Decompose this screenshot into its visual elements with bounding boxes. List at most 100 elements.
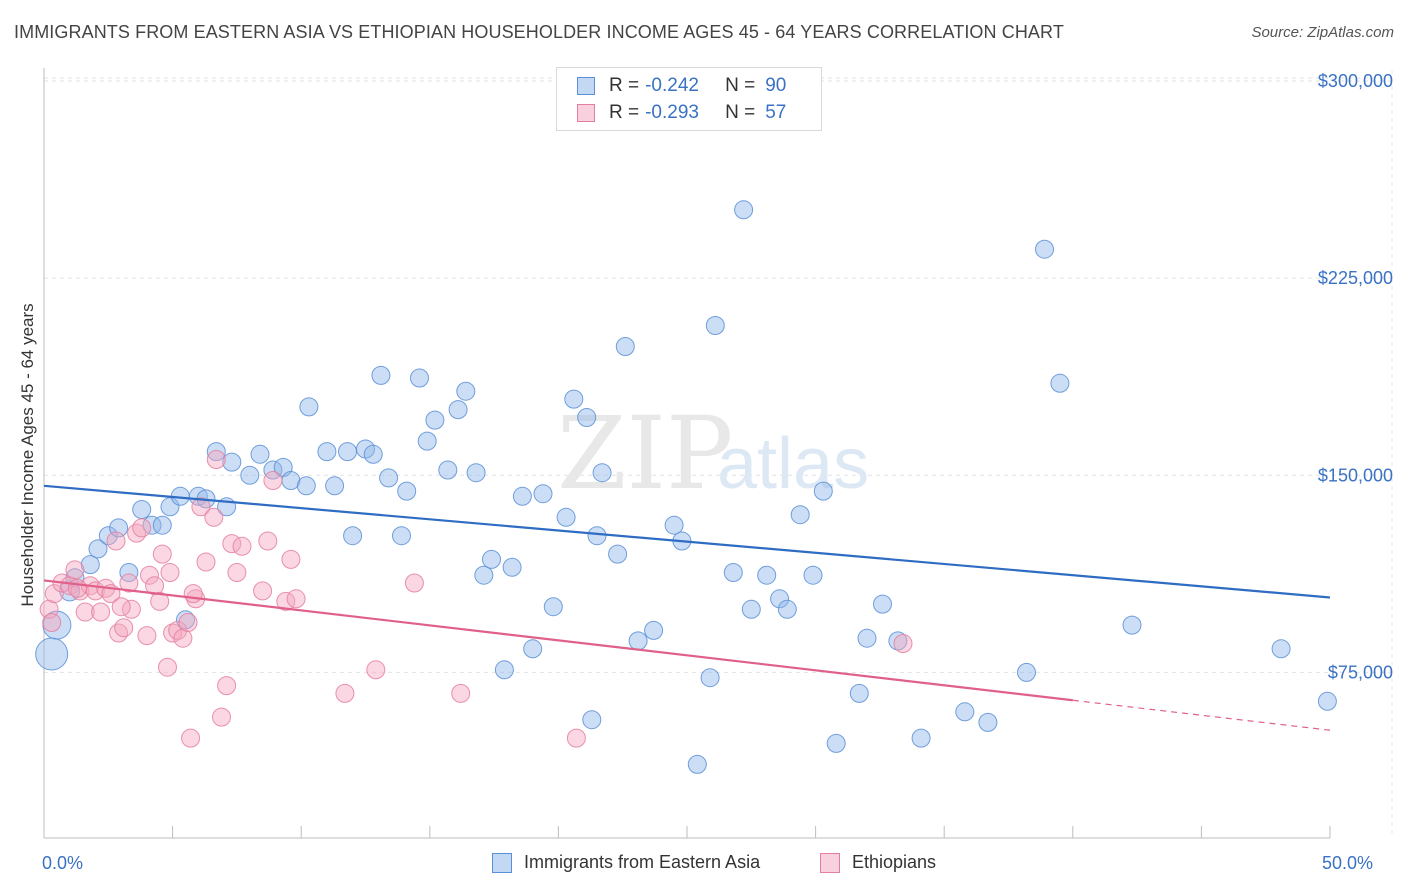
data-point xyxy=(132,518,152,538)
data-point xyxy=(466,463,486,483)
data-point xyxy=(296,476,316,496)
legend-label: Ethiopians xyxy=(852,852,937,872)
data-point xyxy=(664,515,684,535)
data-point xyxy=(978,712,998,732)
stats-swatch-blue xyxy=(577,77,595,95)
data-point xyxy=(556,507,576,527)
data-point xyxy=(173,628,193,648)
data-point xyxy=(566,728,586,748)
data-point xyxy=(127,523,147,543)
data-point xyxy=(227,563,247,582)
r-value: -0.293 xyxy=(645,102,699,123)
data-point xyxy=(587,526,607,546)
data-point xyxy=(44,584,64,604)
data-point xyxy=(206,442,226,462)
data-point xyxy=(1035,239,1054,259)
data-point xyxy=(286,589,306,609)
trend-line-eastern-asia xyxy=(43,484,1331,599)
chart-title: IMMIGRANTS FROM EASTERN ASIA VS ETHIOPIA… xyxy=(14,22,1064,42)
data-point xyxy=(132,500,152,519)
data-point xyxy=(59,580,81,602)
data-point xyxy=(523,639,543,659)
data-point xyxy=(582,710,602,730)
x-tick-label-max: 50.0% xyxy=(1322,853,1374,873)
data-point xyxy=(543,597,563,617)
legend-item-eastern-asia[interactable]: Immigrants from Eastern Asia xyxy=(492,852,760,873)
data-point xyxy=(35,637,69,671)
n-label: N = xyxy=(725,102,756,123)
data-point xyxy=(91,602,111,622)
watermark-atlas: atlas xyxy=(717,424,869,504)
data-point xyxy=(893,634,913,653)
stats-row-ethiopians: R = -0.293 N = 57 xyxy=(577,101,786,125)
data-point xyxy=(397,481,417,501)
data-point xyxy=(119,563,139,582)
data-point xyxy=(158,657,177,677)
data-point xyxy=(512,486,532,506)
data-point xyxy=(178,613,198,632)
data-point xyxy=(250,444,270,464)
y-tick-label: $225,000 xyxy=(1318,268,1393,288)
data-point xyxy=(456,381,476,401)
data-point xyxy=(494,660,514,680)
data-point xyxy=(140,565,159,585)
data-point xyxy=(338,442,357,462)
n-value: 57 xyxy=(765,102,787,123)
r-label: R = xyxy=(609,75,640,96)
data-point xyxy=(1122,615,1142,635)
data-point xyxy=(363,444,383,464)
trend-lines xyxy=(43,484,1331,731)
source-credit: Source: ZipAtlas.com xyxy=(1251,24,1394,41)
data-point xyxy=(608,544,628,564)
data-point xyxy=(741,599,761,619)
stats-swatch-pink xyxy=(577,104,595,122)
data-point xyxy=(258,531,278,551)
data-point xyxy=(592,463,612,483)
y-axis-label: Householder Income Ages 45 - 64 years xyxy=(18,303,37,607)
data-point xyxy=(723,563,743,582)
data-point xyxy=(176,610,195,630)
data-point xyxy=(137,626,157,646)
data-point xyxy=(577,408,597,427)
legend-item-ethiopians[interactable]: Ethiopians xyxy=(820,852,936,873)
data-point xyxy=(325,476,345,496)
data-point xyxy=(42,613,62,632)
data-point xyxy=(145,576,165,596)
data-point xyxy=(757,565,777,585)
data-point xyxy=(813,481,833,501)
data-point xyxy=(299,397,319,417)
series-ethiopians xyxy=(39,450,913,748)
data-point xyxy=(222,452,242,472)
data-point xyxy=(163,623,183,643)
data-point xyxy=(281,549,301,569)
y-tick-labels: $75,000 $150,000 $225,000 $300,000 xyxy=(1318,71,1393,682)
data-point xyxy=(191,497,211,517)
stats-row-eastern-asia: R = -0.242 N = 90 xyxy=(577,74,786,98)
data-point xyxy=(253,581,273,601)
data-point xyxy=(425,410,445,430)
series-immigrants-eastern-asia xyxy=(35,200,1337,774)
data-point xyxy=(1050,373,1070,393)
data-point xyxy=(790,505,810,525)
data-point xyxy=(75,602,95,622)
watermark: ZIP atlas xyxy=(557,395,869,512)
data-point xyxy=(873,594,892,614)
data-point xyxy=(849,683,869,703)
data-point xyxy=(1017,662,1036,682)
data-point xyxy=(1317,691,1337,711)
legend-label: Immigrants from Eastern Asia xyxy=(524,852,761,872)
data-point xyxy=(734,200,754,220)
data-point xyxy=(160,563,180,582)
data-point xyxy=(417,431,437,451)
data-point xyxy=(212,707,231,727)
data-point xyxy=(404,573,424,593)
data-point xyxy=(152,544,172,564)
data-point xyxy=(114,618,134,638)
data-point xyxy=(65,560,85,580)
data-point xyxy=(955,702,975,722)
data-point xyxy=(770,589,790,609)
data-point xyxy=(888,631,908,651)
data-point xyxy=(366,660,386,680)
data-point xyxy=(410,368,429,388)
